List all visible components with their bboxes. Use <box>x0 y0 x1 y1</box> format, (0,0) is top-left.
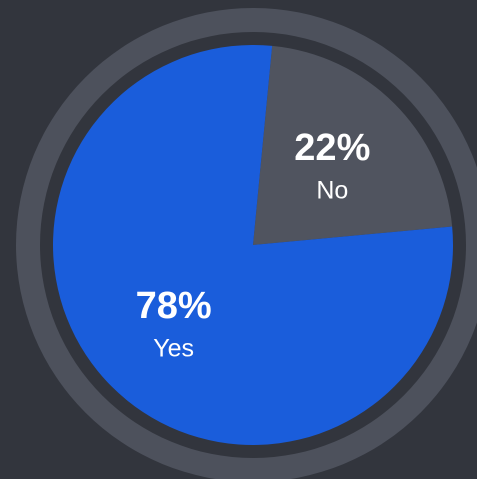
pie-slice <box>253 45 453 245</box>
pie-slice <box>52 45 453 446</box>
slice-category-label: Yes <box>153 335 194 363</box>
slice-value-label: 78% <box>136 285 212 327</box>
slice-value-label: 22% <box>294 127 370 169</box>
slice-category-label: No <box>316 177 348 205</box>
